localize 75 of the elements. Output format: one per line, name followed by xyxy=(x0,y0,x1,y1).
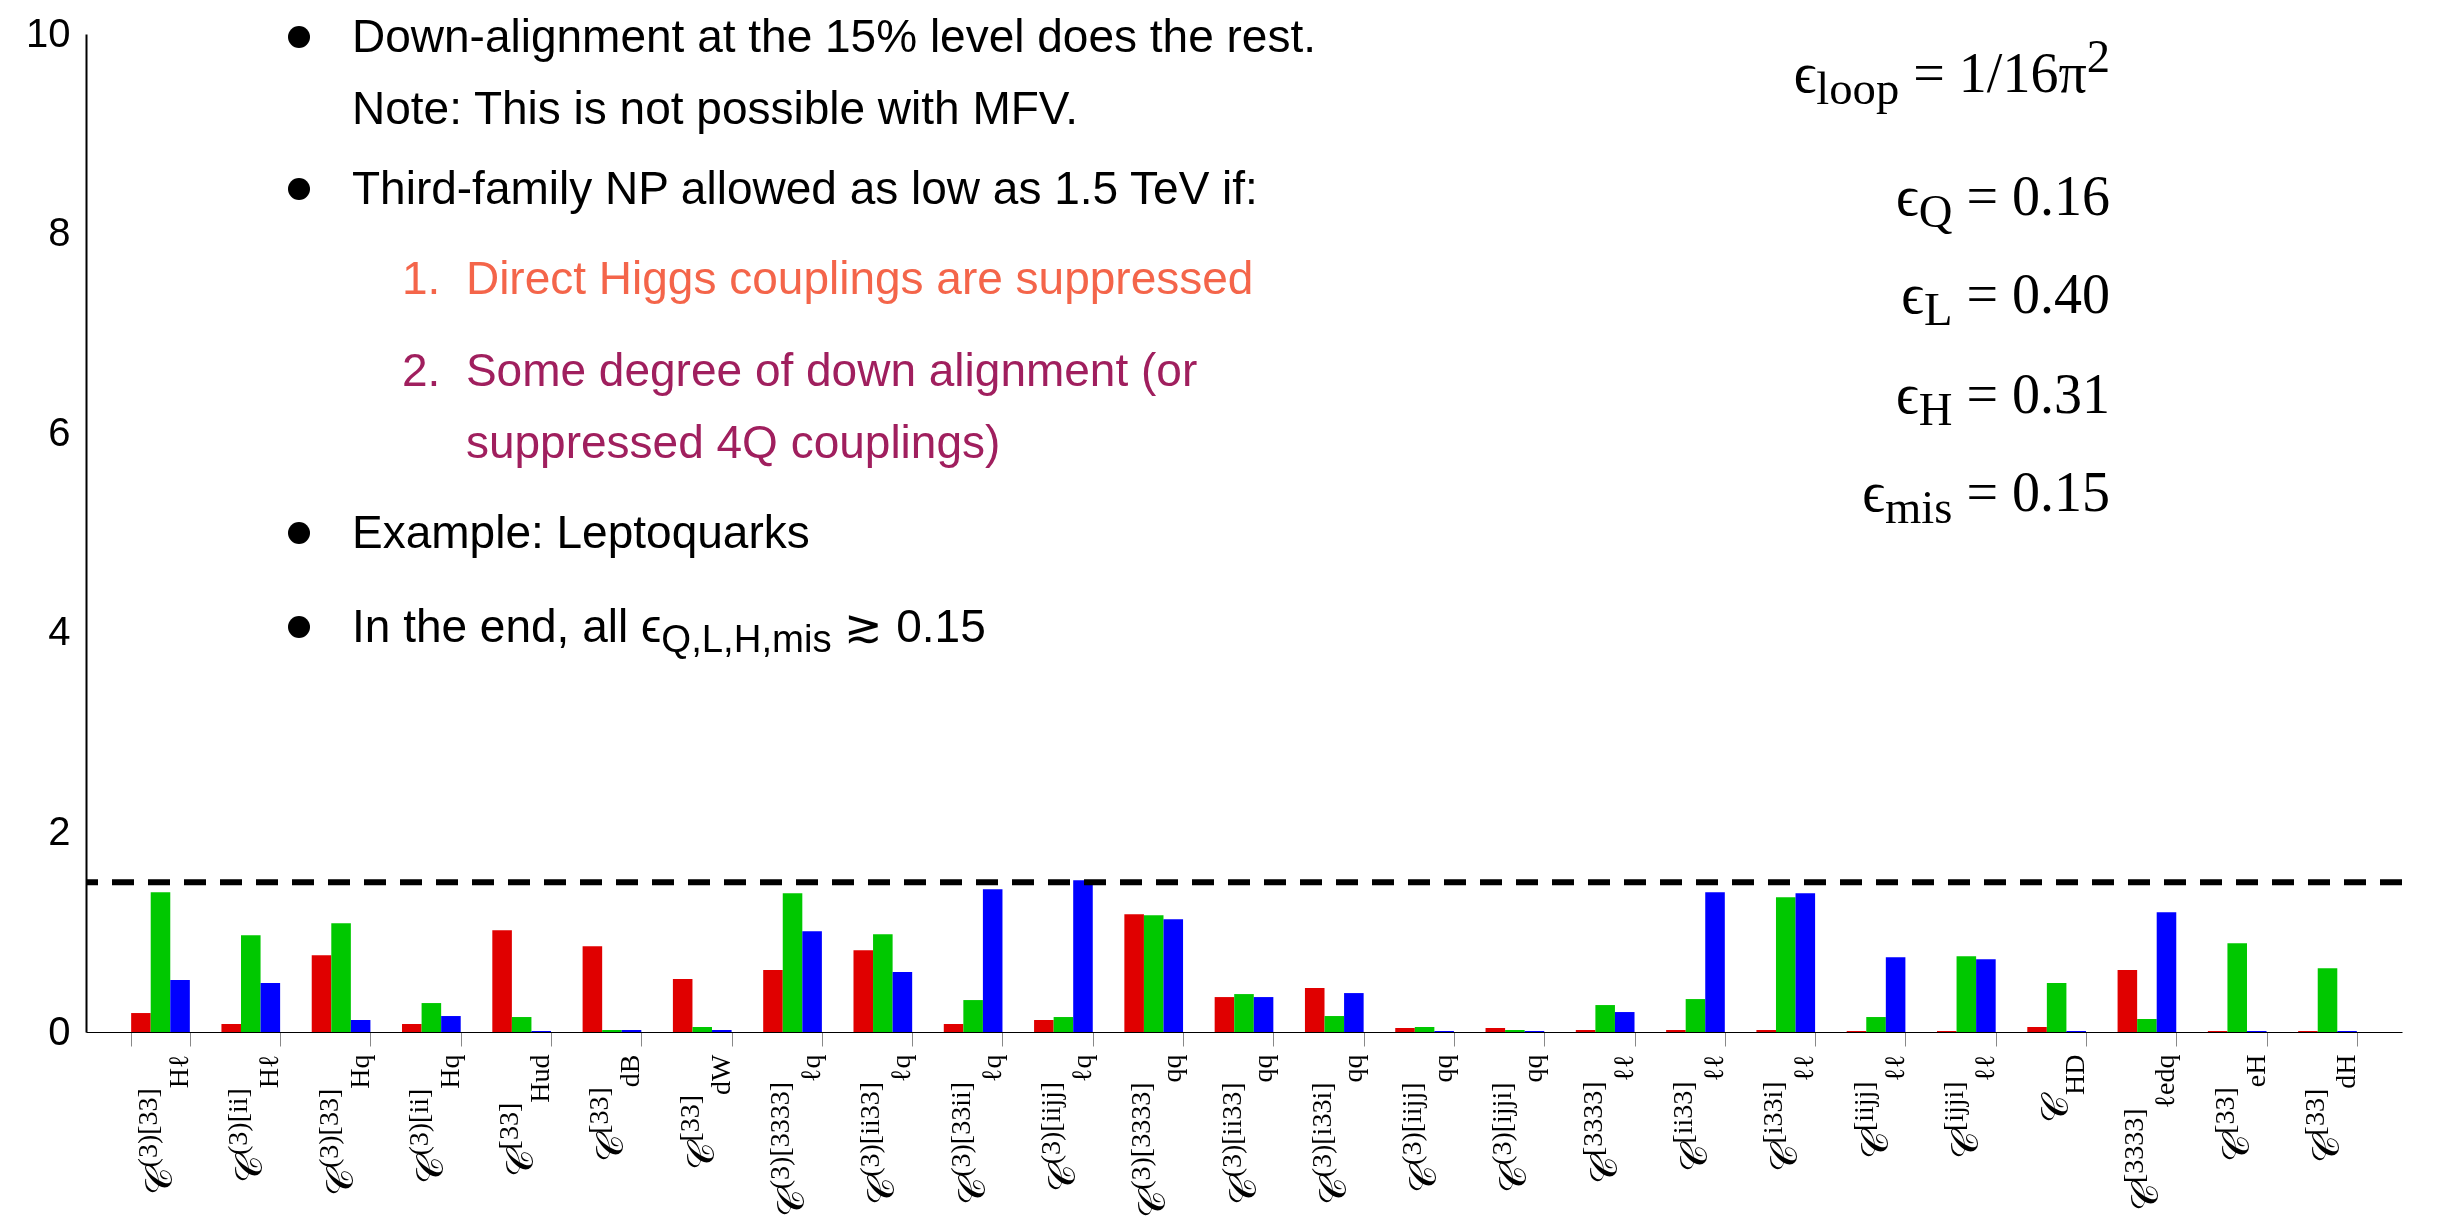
bar xyxy=(2317,968,2338,1032)
bar xyxy=(2027,1027,2047,1032)
bar xyxy=(492,930,512,1032)
bar xyxy=(331,923,351,1032)
bar xyxy=(2227,943,2247,1032)
bar xyxy=(763,970,783,1032)
y-tick-label: 10 xyxy=(26,10,71,55)
bar xyxy=(1685,999,1706,1032)
annotation: In the end, all ϵ$_{Q,L,H,mis}$ ≳ 0.15 xyxy=(352,599,986,663)
bar xyxy=(1956,956,1977,1032)
bar xyxy=(170,980,190,1032)
annotation: Third-family NP allowed as low as 1.5 TeV if: xyxy=(352,161,1258,216)
annotation: 2. Some degree of down alignment (or suppressed 4Q couplings) xyxy=(402,343,1198,470)
bar xyxy=(853,950,874,1032)
bar xyxy=(1073,880,1093,1032)
bar xyxy=(802,931,822,1032)
annotation: ϵ$_{mis}$ = 0.15 xyxy=(1862,460,2110,536)
bar xyxy=(1795,893,1816,1032)
bar xyxy=(892,972,913,1032)
bar xyxy=(1253,997,1274,1032)
bar xyxy=(441,1016,461,1032)
annotation: Example: Leptoquarks xyxy=(352,505,810,560)
bar xyxy=(782,893,803,1032)
bar xyxy=(1705,892,1725,1032)
y-tick-label: 6 xyxy=(48,409,71,454)
bar xyxy=(1304,988,1325,1032)
y-tick-label: 8 xyxy=(48,210,71,255)
bar xyxy=(1395,1028,1415,1032)
bar xyxy=(1976,959,1996,1032)
bar xyxy=(421,1003,442,1032)
bar xyxy=(221,1024,241,1032)
bar xyxy=(511,1017,532,1032)
y-tick-label: 2 xyxy=(48,808,71,853)
bar xyxy=(1034,1020,1054,1032)
bar xyxy=(260,983,281,1032)
bar xyxy=(963,1000,983,1032)
bar xyxy=(1775,897,1796,1032)
bar xyxy=(2137,1019,2157,1032)
annotation: ϵ$_{H}$ = 0.31 xyxy=(1896,362,2110,438)
annotation: ϵ$_{loop}$ = 1/16π$^{2}$ xyxy=(1793,29,2110,116)
annotation: 1. Direct Higgs couplings are suppressed xyxy=(402,251,1254,306)
bar xyxy=(2046,983,2067,1032)
bar xyxy=(982,889,1003,1032)
bar xyxy=(1344,993,1364,1032)
bar xyxy=(150,892,171,1032)
bar xyxy=(1234,994,1254,1032)
bar xyxy=(311,955,332,1032)
bar xyxy=(692,1027,713,1032)
bar xyxy=(1053,1017,1074,1032)
annotation: ϵ$_{L}$ = 0.40 xyxy=(1901,262,2110,338)
bar xyxy=(1414,1027,1435,1032)
bar xyxy=(1485,1028,1506,1032)
bar xyxy=(1885,957,1906,1032)
bar xyxy=(1143,915,1164,1032)
bar xyxy=(1866,1017,1886,1032)
y-tick-label: 4 xyxy=(48,609,71,654)
y-tick-label: 0 xyxy=(48,1008,71,1053)
bar xyxy=(241,935,261,1032)
bar xyxy=(131,1013,151,1032)
bar xyxy=(1614,1012,1635,1032)
bar xyxy=(873,934,893,1032)
annotation: ϵ$_{Q}$ = 0.16 xyxy=(1896,164,2110,240)
bar xyxy=(2117,970,2138,1032)
bar xyxy=(672,979,693,1032)
bar xyxy=(1214,997,1235,1032)
annotation: Down-alignment at the 15% level does the rest. Note: This is not possible with MFV. xyxy=(352,9,1316,136)
bar xyxy=(943,1024,964,1032)
bar xyxy=(402,1024,422,1032)
bar xyxy=(1324,1016,1345,1032)
bar xyxy=(2156,912,2177,1032)
bar xyxy=(1124,914,1144,1032)
bar xyxy=(582,946,603,1032)
bar xyxy=(350,1020,371,1032)
bar xyxy=(1595,1005,1615,1032)
bar xyxy=(1163,919,1184,1032)
